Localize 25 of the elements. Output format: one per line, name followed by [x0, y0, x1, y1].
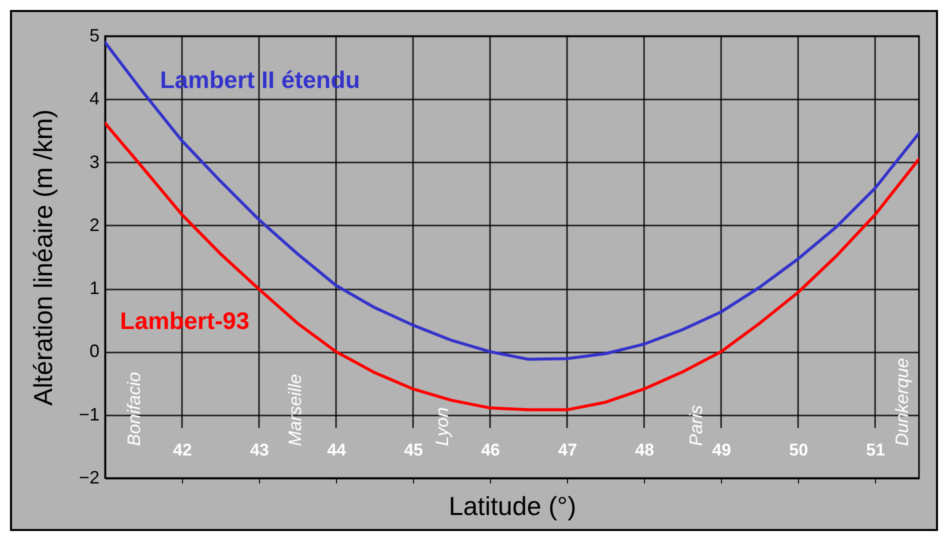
x-tick-label: 43 — [250, 440, 269, 460]
x-tick-label: 46 — [481, 440, 500, 460]
x-tick-label: 47 — [558, 440, 578, 460]
y-axis-title: Altération linéaire (m /km) — [28, 109, 58, 406]
x-tick-label: 50 — [789, 440, 808, 460]
x-tick-label: 51 — [866, 440, 886, 460]
y-tick-label: 0 — [89, 341, 100, 362]
y-tick-label: −2 — [78, 468, 100, 488]
x-tick-label: 45 — [404, 440, 424, 460]
x-axis-title: Latitude (°) — [448, 491, 576, 521]
y-tick-label: 3 — [89, 152, 100, 172]
y-tick-label: 2 — [89, 214, 100, 235]
x-tick-label: 49 — [712, 440, 732, 460]
annotation: Marseille — [285, 374, 305, 446]
y-tick-label: 4 — [89, 88, 100, 109]
annotation: Bonifacio — [124, 372, 144, 446]
annotation: Paris — [686, 404, 706, 446]
y-tick-label: 5 — [89, 26, 100, 46]
x-tick-label: 48 — [635, 440, 654, 460]
annotation: Dunkerque — [892, 358, 912, 446]
y-tick-label: −1 — [78, 404, 100, 424]
x-tick-label: 44 — [327, 440, 347, 460]
y-tick-label: 1 — [89, 278, 100, 298]
x-tick-label: 42 — [173, 440, 192, 460]
annotation: Lyon — [432, 407, 452, 446]
